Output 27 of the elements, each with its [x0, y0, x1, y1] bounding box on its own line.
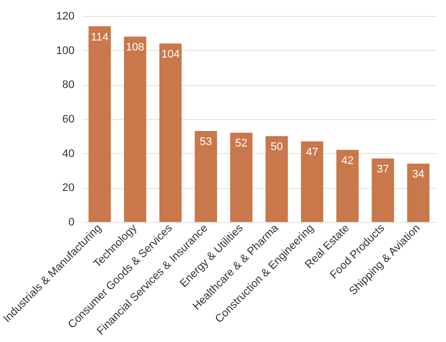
data-label: 108 — [126, 42, 144, 54]
data-label: 53 — [200, 136, 212, 148]
data-label: 104 — [161, 48, 180, 60]
bar — [300, 141, 324, 222]
y-tick-label: 40 — [62, 148, 74, 160]
data-label: 37 — [376, 163, 390, 176]
y-tick-label: 80 — [62, 79, 74, 92]
data-label: 114 — [90, 31, 108, 44]
y-tick-label: 120 — [56, 10, 74, 22]
bar — [88, 26, 111, 222]
bar — [266, 136, 288, 222]
bar — [407, 164, 430, 222]
y-tick-label: 20 — [62, 182, 74, 194]
bar — [159, 43, 182, 222]
bar — [124, 36, 146, 222]
bar — [194, 131, 218, 222]
bar — [336, 150, 359, 222]
data-label: 50 — [270, 141, 283, 154]
y-tick-label: 0 — [68, 216, 74, 228]
y-tick-label: 60 — [62, 114, 74, 126]
data-label: 52 — [235, 138, 248, 150]
y-tick-label: 100 — [56, 44, 74, 57]
data-label: 34 — [412, 168, 424, 181]
bar — [372, 158, 394, 222]
data-label: 42 — [341, 154, 354, 167]
bar — [230, 132, 252, 222]
data-label: 47 — [306, 146, 318, 158]
